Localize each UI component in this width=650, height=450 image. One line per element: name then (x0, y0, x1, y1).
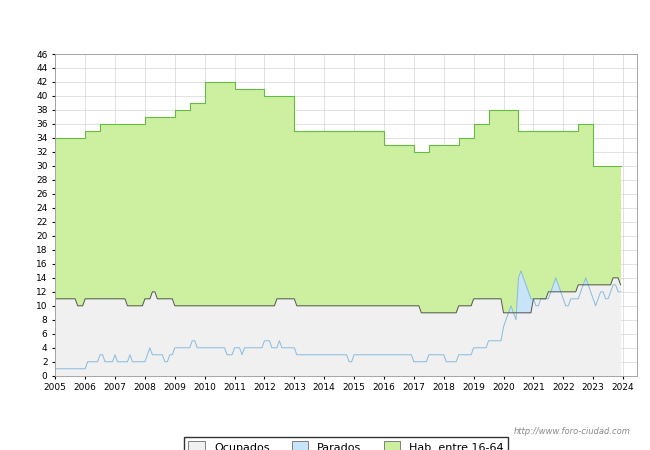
Text: Cubillas de Cerrato - Evolucion de la poblacion en edad de Trabajar Mayo de 2024: Cubillas de Cerrato - Evolucion de la po… (62, 17, 588, 30)
Legend: Ocupados, Parados, Hab. entre 16-64: Ocupados, Parados, Hab. entre 16-64 (184, 437, 508, 450)
Text: http://www.foro-ciudad.com: http://www.foro-ciudad.com (514, 428, 630, 436)
